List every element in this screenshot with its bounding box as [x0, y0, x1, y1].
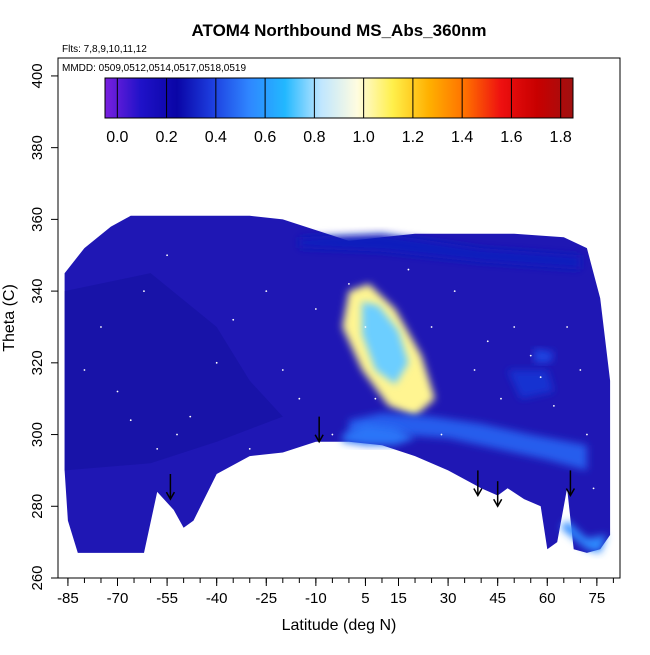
x-tick-label: 45: [489, 590, 506, 607]
sample-point: [189, 415, 192, 418]
heatmap-field: [64, 215, 611, 553]
sample-point: [539, 376, 542, 379]
flight-arrow: [314, 416, 324, 444]
colorbar-ticks: 0.0 0.2 0.4 0.6 0.8 1.0 1.2 1.4 1.6 1.8: [106, 78, 572, 146]
field-region-dark: [64, 273, 283, 471]
sample-point: [314, 308, 317, 310]
field-feature-streak: [507, 370, 554, 399]
field-feature-plume: [362, 301, 409, 385]
sample-point: [440, 433, 443, 436]
colorbar-tick-label: 1.8: [550, 129, 572, 146]
sample-point: [281, 369, 284, 371]
y-axis-label: Theta (C): [1, 284, 18, 352]
sample-point: [407, 268, 410, 271]
field-feature-band: [348, 413, 587, 471]
field-feature-streak: [299, 233, 581, 270]
sample-point: [83, 369, 86, 371]
sample-point: [453, 290, 456, 293]
sample-point: [331, 433, 334, 436]
colorbar: 0.0 0.2 0.4 0.6 0.8 1.0 1.2 1.4 1.6 1.8: [104, 77, 574, 146]
sample-point: [248, 447, 251, 450]
sample-point: [486, 340, 489, 343]
x-axis-label: Latitude (deg N): [282, 617, 397, 634]
sample-point: [215, 361, 218, 364]
sample-point: [430, 326, 433, 328]
x-tick-label: 5: [361, 590, 369, 607]
x-tick-label: -55: [156, 590, 178, 607]
sample-points: [83, 254, 595, 490]
x-axis: -85 -70 -55 -40 -25 -10 5 15 30 45 60 75: [57, 578, 614, 607]
sample-point: [166, 254, 168, 257]
sample-point: [298, 397, 301, 400]
y-tick-label: 380: [29, 135, 46, 160]
sample-point: [552, 404, 555, 407]
sample-point: [500, 397, 502, 400]
y-tick-label: 340: [29, 279, 46, 304]
field-coverage: [64, 215, 611, 553]
field-feature-band: [342, 423, 415, 446]
y-tick-label: 300: [29, 422, 46, 447]
y-tick-label: 360: [29, 207, 46, 232]
colorbar-tick-label: 0.6: [254, 129, 276, 146]
colorbar-tick-label: 1.6: [500, 129, 522, 146]
sample-point: [116, 390, 119, 393]
field-feature-streak: [534, 348, 554, 363]
x-tick-label: -70: [107, 590, 129, 607]
sample-point: [176, 433, 178, 436]
sample-point: [129, 419, 132, 422]
flight-arrow: [493, 481, 503, 508]
sample-point: [348, 283, 350, 285]
sample-point: [529, 354, 532, 357]
y-tick-label: 260: [29, 565, 46, 590]
x-tick-label: 60: [539, 590, 556, 607]
colorbar-tick-label: 1.0: [353, 129, 375, 146]
y-tick-label: 400: [29, 63, 46, 88]
y-tick-label: 280: [29, 494, 46, 519]
colorbar-tick-label: 0.2: [155, 129, 177, 146]
sample-point: [156, 447, 159, 450]
field-feature-band: [560, 520, 607, 553]
sample-point: [265, 290, 268, 293]
colorbar-tick-label: 1.4: [451, 129, 473, 146]
sample-point: [513, 326, 516, 328]
colorbar-tick-label: 1.2: [402, 129, 424, 146]
sample-point: [374, 397, 377, 400]
flight-arrows: [165, 416, 576, 508]
x-tick-label: -10: [305, 590, 327, 607]
sample-point: [579, 369, 582, 371]
y-tick-label: 320: [29, 350, 46, 375]
colorbar-tick-label: 0.0: [106, 129, 128, 146]
x-tick-label: -25: [255, 590, 277, 607]
sample-point: [100, 326, 102, 328]
sample-point: [364, 326, 367, 328]
flights-subtitle: Flts: 7,8,9,10,11,12: [62, 44, 147, 55]
x-tick-label: -85: [57, 590, 79, 607]
sample-point: [143, 290, 145, 293]
x-tick-label: 15: [390, 590, 407, 607]
flight-arrow: [165, 474, 176, 501]
plot-frame: [57, 57, 621, 579]
x-tick-label: -40: [206, 590, 228, 607]
colorbar-tick-label: 0.4: [205, 129, 227, 146]
x-tick-label: 75: [589, 590, 606, 607]
sample-point: [592, 487, 595, 490]
flight-arrow: [565, 470, 576, 498]
sample-point: [232, 318, 235, 321]
colorbar-tick-label: 0.8: [303, 129, 325, 146]
x-tick-label: 30: [440, 590, 457, 607]
sample-point: [566, 326, 569, 328]
colorbar-gradient: [104, 77, 574, 119]
y-axis: 260 280 300 320 340 360 380 400: [29, 63, 58, 591]
sample-point: [473, 369, 476, 371]
flight-arrow: [473, 470, 483, 498]
dates-subtitle: MMDD: 0509,0512,0514,0517,0518,0519: [62, 63, 246, 74]
sample-point: [586, 433, 588, 436]
chart-title: ATOM4 Northbound MS_Abs_360nm: [191, 21, 486, 40]
